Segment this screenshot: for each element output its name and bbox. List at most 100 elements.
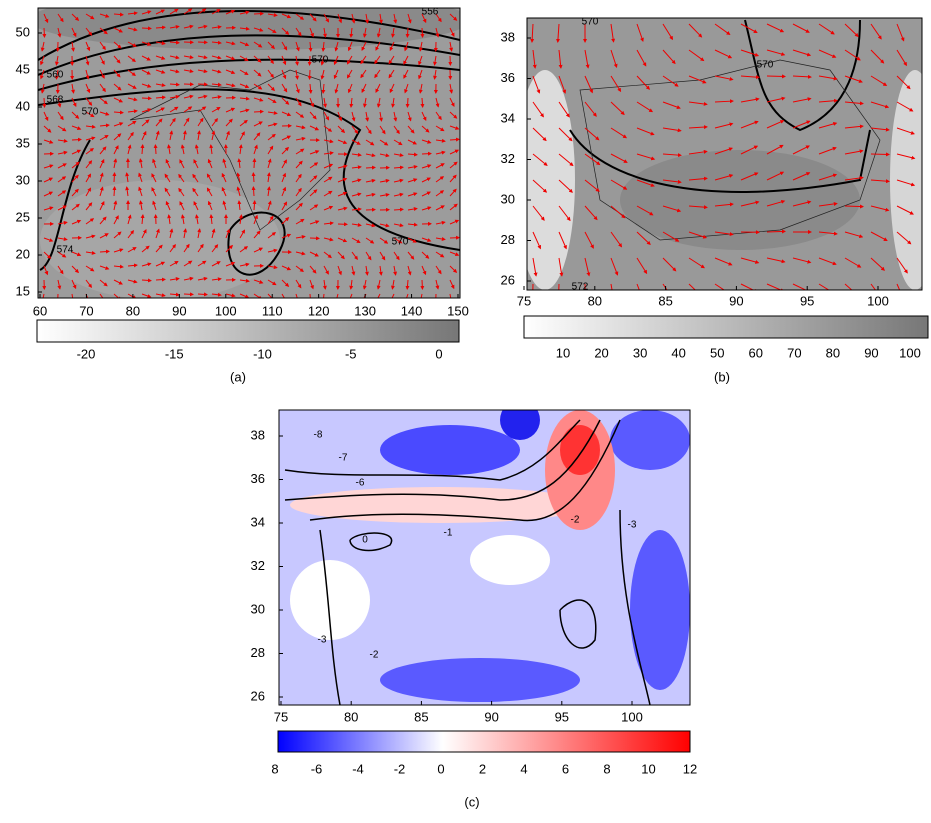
wind-arrow bbox=[366, 167, 375, 168]
wind-arrow bbox=[114, 187, 115, 196]
wind-arrow bbox=[114, 112, 123, 113]
colorbar-label: -15 bbox=[165, 346, 184, 361]
wind-arrow bbox=[407, 98, 408, 107]
colorbar-label: 12 bbox=[683, 761, 697, 776]
x-tick-label: 90 bbox=[172, 303, 186, 318]
colorbar-label: 60 bbox=[749, 345, 763, 360]
wind-arrow bbox=[253, 173, 254, 182]
contour-label: -8 bbox=[314, 430, 323, 441]
colorbar-label: 40 bbox=[671, 345, 685, 360]
wind-arrow bbox=[114, 173, 115, 182]
colorbar-label: 6 bbox=[562, 761, 569, 776]
y-tick-label: 25 bbox=[16, 209, 30, 224]
colorbar-label: 0 bbox=[435, 346, 442, 361]
contour-label: 570 bbox=[392, 237, 409, 248]
contour-label: 570 bbox=[582, 17, 599, 28]
wind-arrow bbox=[558, 284, 559, 302]
wind-arrow bbox=[254, 201, 255, 210]
x-tick-label: 140 bbox=[401, 303, 423, 318]
colorbar-label: 30 bbox=[633, 345, 647, 360]
y-tick-label: 38 bbox=[251, 427, 265, 442]
colorbar-label: 0 bbox=[437, 761, 444, 776]
y-tick-label: 30 bbox=[16, 172, 30, 187]
wind-arrow bbox=[155, 145, 156, 154]
colorbar-label: 8 bbox=[603, 761, 610, 776]
x-tick-label: 85 bbox=[414, 709, 428, 724]
y-tick-label: 28 bbox=[251, 645, 265, 660]
contour-label: 570 bbox=[312, 55, 329, 66]
contour-label: 0 bbox=[362, 535, 368, 546]
contour-label: 570 bbox=[757, 60, 774, 71]
wind-arrow bbox=[407, 28, 408, 37]
wind-arrow bbox=[394, 209, 403, 210]
y-tick-label: 30 bbox=[501, 191, 515, 206]
wind-arrow bbox=[767, 231, 785, 232]
colorbar-label: 10 bbox=[556, 345, 570, 360]
wind-arrow bbox=[100, 251, 109, 252]
x-tick-label: 60 bbox=[33, 303, 47, 318]
contour-label: 570 bbox=[82, 107, 99, 118]
contour-label: 560 bbox=[47, 70, 64, 81]
contour-label: -2 bbox=[370, 650, 379, 661]
colorbar-label: -20 bbox=[77, 346, 96, 361]
colorbar-label: 90 bbox=[864, 345, 878, 360]
contour-label: -2 bbox=[571, 515, 580, 526]
x-tick-label: 80 bbox=[126, 303, 140, 318]
x-tick-label: 130 bbox=[354, 303, 376, 318]
wind-arrow bbox=[72, 139, 81, 140]
x-tick-label: 100 bbox=[867, 293, 889, 308]
y-tick-label: 30 bbox=[251, 601, 265, 616]
colorbar-label: 50 bbox=[710, 345, 724, 360]
x-tick-label: 75 bbox=[517, 293, 531, 308]
colorbar-label: -10 bbox=[253, 346, 272, 361]
y-tick-label: 35 bbox=[16, 135, 30, 150]
colorbar-label: 8 bbox=[271, 761, 278, 776]
wind-arrow bbox=[156, 279, 165, 280]
y-tick-label: 32 bbox=[251, 558, 265, 573]
wind-arrow bbox=[142, 28, 151, 29]
y-tick-label: 34 bbox=[501, 110, 515, 125]
contour-label: -7 bbox=[339, 453, 348, 464]
wind-arrow bbox=[142, 280, 151, 281]
y-tick-label: 38 bbox=[501, 29, 515, 44]
contour-label: -6 bbox=[356, 478, 365, 489]
panel-caption: (c) bbox=[464, 794, 479, 809]
x-tick-label: 100 bbox=[621, 709, 643, 724]
y-tick-label: 45 bbox=[16, 61, 30, 76]
colorbar-label: 80 bbox=[826, 345, 840, 360]
x-tick-label: 95 bbox=[800, 293, 814, 308]
contour-label: 572 bbox=[572, 282, 589, 293]
wind-arrow bbox=[254, 159, 255, 168]
colorbar-label: 100 bbox=[899, 345, 921, 360]
y-tick-label: 26 bbox=[251, 688, 265, 703]
x-tick-label: 120 bbox=[308, 303, 330, 318]
y-tick-label: 15 bbox=[16, 283, 30, 298]
colorbar-label: 10 bbox=[641, 761, 655, 776]
x-tick-label: 95 bbox=[555, 709, 569, 724]
wind-arrow bbox=[422, 28, 423, 37]
wind-arrow bbox=[845, 206, 863, 207]
y-tick-label: 36 bbox=[251, 471, 265, 486]
colorbar-label: -4 bbox=[352, 761, 364, 776]
panel-caption: (a) bbox=[230, 369, 246, 384]
colorbar-label: -5 bbox=[345, 346, 357, 361]
x-tick-label: 70 bbox=[79, 303, 93, 318]
x-tick-label: 110 bbox=[262, 303, 283, 318]
contour-label: -1 bbox=[444, 528, 453, 539]
colorbar-label: 4 bbox=[520, 761, 527, 776]
map-a bbox=[30, 0, 470, 303]
x-tick-label: 150 bbox=[447, 303, 469, 318]
contour-label: -3 bbox=[318, 635, 327, 646]
wind-arrow bbox=[44, 98, 45, 107]
wind-arrow bbox=[142, 145, 143, 154]
y-tick-label: 40 bbox=[16, 98, 30, 113]
wind-arrow bbox=[198, 294, 207, 295]
contour-label: -3 bbox=[628, 520, 637, 531]
x-tick-label: 90 bbox=[729, 293, 743, 308]
colorbar-label: 70 bbox=[787, 345, 801, 360]
x-tick-label: 80 bbox=[344, 709, 358, 724]
colorbar-label: 20 bbox=[594, 345, 608, 360]
contour-label: 568 bbox=[47, 95, 64, 106]
y-tick-label: 28 bbox=[501, 232, 515, 247]
